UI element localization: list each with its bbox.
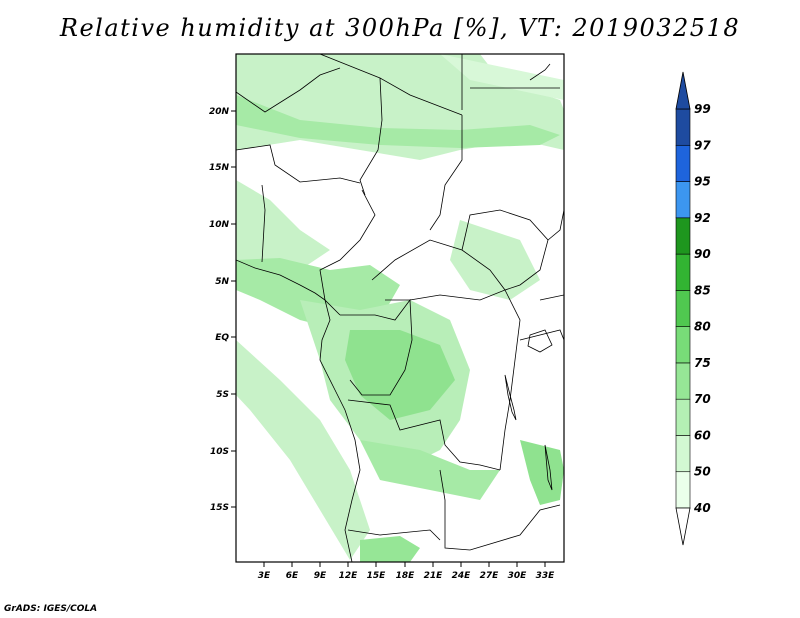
border-namibia xyxy=(347,529,441,541)
lon-label: 9E xyxy=(314,571,327,581)
border-ethiopia xyxy=(547,209,564,241)
lon-label: 12E xyxy=(339,571,359,581)
colorbar-label: 92 xyxy=(694,211,711,225)
latitude-axis: 20N 15N 10N 5N EQ 5S 10S 15S xyxy=(209,107,236,513)
lon-label: 21E xyxy=(424,571,444,581)
map-frame xyxy=(235,53,565,563)
lon-label: 3E xyxy=(258,571,271,581)
colorbar-box xyxy=(675,144,691,182)
lon-label: 24E xyxy=(452,571,472,581)
lake-malawi xyxy=(544,444,553,491)
colorbar-labels: 40 50 60 70 75 80 85 90 92 95 97 99 xyxy=(693,102,711,515)
border-niger-chad xyxy=(359,77,383,196)
border-drc-east xyxy=(499,289,521,471)
colorbar-box xyxy=(675,435,691,473)
border-car xyxy=(371,239,506,301)
border-cameroon xyxy=(319,189,376,316)
lon-label: 30E xyxy=(508,571,528,581)
border-niger-algeria xyxy=(236,67,341,113)
longitude-axis: 3E 6E 9E 12E 15E 18E 21E 24E 27E 30E 33E xyxy=(258,562,555,581)
colorbar-box xyxy=(675,290,691,327)
colorbar-box xyxy=(675,471,691,509)
lon-label: 27E xyxy=(480,571,500,581)
border-zambia xyxy=(439,469,561,551)
red-sea-coast xyxy=(529,63,551,81)
colorbar-label: 40 xyxy=(693,501,711,515)
colorbar-label: 75 xyxy=(694,356,711,370)
border-kenya xyxy=(539,294,564,301)
coastline-west xyxy=(236,259,361,562)
humid-band-north-core xyxy=(236,95,560,148)
colorbar-box xyxy=(675,181,691,219)
border-nigeria-east xyxy=(261,184,266,263)
colorbar-label: 50 xyxy=(694,465,711,479)
lon-label: 18E xyxy=(396,571,416,581)
colorbar-label: 60 xyxy=(694,428,711,442)
colorbar-top-arrow xyxy=(675,71,691,110)
border-sudan xyxy=(429,115,463,231)
colorbar-label: 97 xyxy=(694,138,711,152)
colorbar-bottom-arrow xyxy=(675,507,691,546)
border-ssudan xyxy=(461,209,549,291)
colorbar-label: 80 xyxy=(694,320,711,334)
humid-sw-band xyxy=(236,340,370,560)
colorbar-label: 95 xyxy=(694,175,711,189)
lat-label: EQ xyxy=(215,333,229,343)
border-niger-south xyxy=(236,144,361,184)
lat-label: 10N xyxy=(209,220,230,230)
lat-label: 10S xyxy=(210,447,229,457)
lat-label: 15S xyxy=(210,503,229,513)
lon-label: 6E xyxy=(286,571,299,581)
colorbar-label: 70 xyxy=(694,392,711,406)
colorbar-label: 99 xyxy=(694,102,711,116)
border-tanzania xyxy=(519,329,564,341)
lon-label: 33E xyxy=(536,571,556,581)
humid-strip-east xyxy=(440,54,564,100)
lat-label: 15N xyxy=(209,163,230,173)
map-title: Relative humidity at 300hPa [%], VT: 201… xyxy=(59,14,741,42)
humid-bottom-patch xyxy=(360,536,420,562)
humidity-shading xyxy=(236,54,564,562)
border-congo xyxy=(340,298,413,396)
colorbar-boxes xyxy=(675,108,691,509)
colorbar-label: 85 xyxy=(694,283,711,297)
colorbar: 40 50 60 70 75 80 85 90 92 95 97 99 xyxy=(675,71,711,546)
lat-label: 5S xyxy=(216,390,229,400)
border-angola xyxy=(347,399,501,471)
colorbar-box xyxy=(675,253,691,291)
humid-south xyxy=(360,440,500,500)
humid-congo-core xyxy=(345,330,455,420)
grads-credit: GrADS: IGES/COLA xyxy=(4,604,98,614)
colorbar-box xyxy=(675,217,691,255)
political-borders xyxy=(236,54,564,562)
colorbar-box xyxy=(675,326,691,364)
humid-west-coast xyxy=(236,180,330,280)
lon-label: 15E xyxy=(367,571,387,581)
humid-east-patch xyxy=(450,220,540,300)
colorbar-box xyxy=(675,362,691,400)
colorbar-box xyxy=(675,398,691,436)
humid-southeast xyxy=(520,440,564,505)
lat-label: 5N xyxy=(215,277,229,287)
lake-victoria xyxy=(527,329,553,353)
colorbar-box xyxy=(675,108,691,146)
lat-label: 20N xyxy=(209,107,230,117)
colorbar-label: 90 xyxy=(694,247,711,261)
lake-tanganyika xyxy=(504,374,517,421)
